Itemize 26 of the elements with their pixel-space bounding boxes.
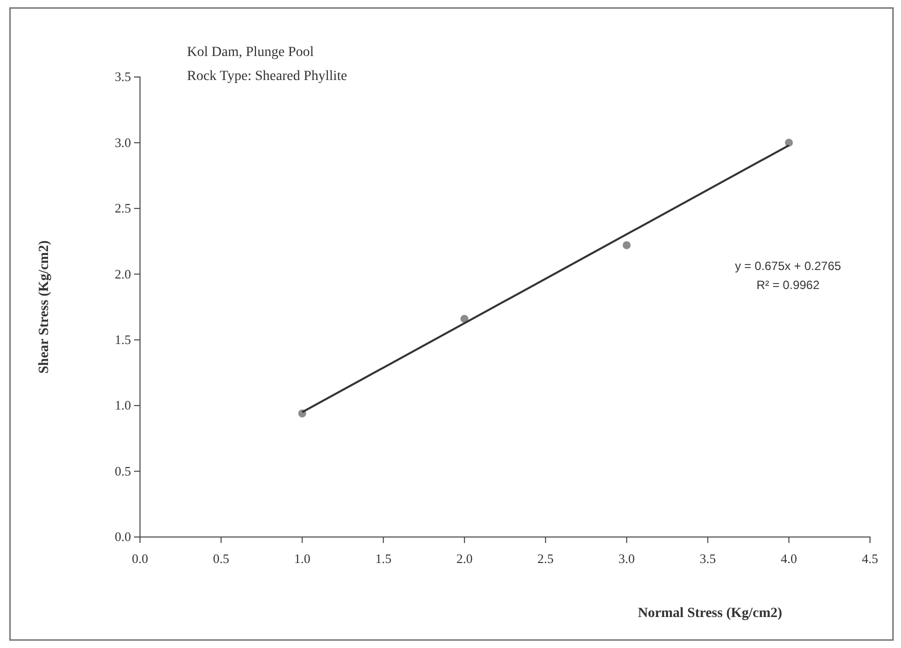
y-tick-label: 1.5: [114, 332, 131, 348]
x-tick-label: 0.5: [212, 550, 230, 566]
y-tick-label: 2.5: [114, 200, 131, 216]
y-tick-label: 1.0: [114, 398, 131, 413]
y-tick-label: 3.5: [114, 69, 131, 84]
y-tick-label: 0.0: [114, 529, 131, 544]
x-axis-title: Normal Stress (Kg/cm2): [638, 606, 783, 621]
x-tick-label: 2.5: [537, 550, 554, 566]
annotation: R² = 0.9962: [756, 278, 820, 292]
y-axis-title: Shear Stress (Kg/cm2): [37, 240, 52, 374]
point: [622, 241, 631, 250]
x-tick-label: 3.5: [700, 550, 716, 566]
x-tick-label: 3.0: [618, 550, 635, 566]
x-tick-label: 2.0: [456, 550, 473, 566]
x-tick-label: 4.5: [862, 550, 878, 566]
x-tick-label: 0.0: [132, 550, 148, 566]
chart-title: Kol Dam, Plunge Pool: [187, 45, 314, 60]
x-tick-label: 1.5: [375, 550, 392, 566]
annotation: y = 0.675x + 0.2765: [734, 259, 842, 273]
y-tick-label: 3.0: [114, 134, 131, 150]
x-tick-label: 1.0: [294, 550, 310, 566]
y-tick-label: 2.0: [114, 266, 131, 282]
x-tick-label: 4.0: [780, 550, 798, 566]
chart-subtitle: Rock Type: Sheared Phyllite: [187, 69, 348, 84]
point: [784, 138, 793, 147]
y-tick-label: 0.5: [114, 463, 131, 478]
